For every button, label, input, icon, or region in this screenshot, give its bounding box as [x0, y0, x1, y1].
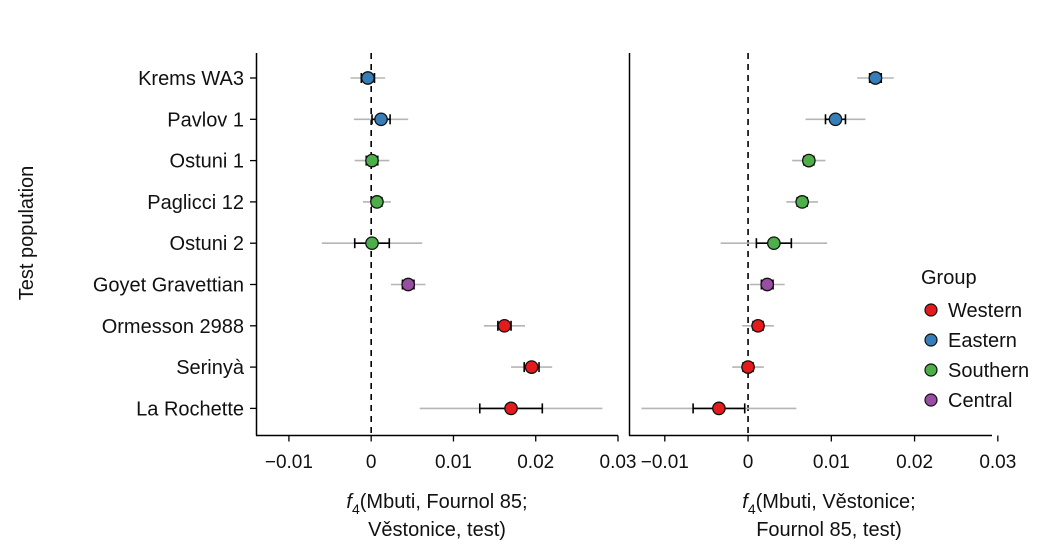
- right-panel-x-tick-label: 0.02: [896, 452, 933, 473]
- category-label: Pavlov 1: [167, 109, 244, 131]
- right-panel-point-group: [742, 318, 774, 333]
- right-panel-x-tick-label: 0: [743, 452, 754, 473]
- right-panel-point-group: [732, 360, 764, 374]
- legend-marker: [924, 363, 938, 377]
- legend: Group Western Eastern Southern Central: [921, 267, 1029, 412]
- category-label: La Rochette: [136, 398, 244, 420]
- right-panel-point-group: [786, 195, 818, 209]
- left-panel-x-axis-title-line2: Věstonice, test): [368, 519, 506, 541]
- left-panel-point-group: [483, 318, 526, 333]
- left-panel-point: [365, 236, 379, 251]
- legend-item-western: Western: [924, 300, 1022, 322]
- right-panel-point-group: [857, 71, 894, 85]
- category-label: Goyet Gravettian: [93, 275, 244, 297]
- right-panel-point: [828, 112, 843, 127]
- left-panel-point-group: [354, 153, 390, 168]
- right-panel-x-tick-label: 0.03: [979, 452, 1016, 473]
- legend-marker: [924, 333, 938, 347]
- legend-label: Eastern: [948, 330, 1017, 352]
- legend-label: Central: [948, 390, 1012, 412]
- right-panel-x-tick-labels: −0.01 0 0.01 0.02 0.03: [641, 452, 1017, 473]
- right-panel-point: [712, 401, 726, 416]
- left-panel-point: [497, 318, 512, 333]
- right-panel-x-title-line1: (Mbuti, Věstonice;: [756, 491, 916, 513]
- left-panel-point-group: [350, 71, 386, 85]
- right-panel-point: [801, 153, 816, 168]
- right-panel-point-group: [720, 236, 828, 251]
- legend-marker: [924, 303, 938, 317]
- left-panel-point-group: [419, 401, 603, 416]
- left-panel-x-title-line1: (Mbuti, Fournol 85;: [360, 491, 528, 513]
- category-label: Ostuni 1: [170, 151, 244, 173]
- right-panel-point-group: [641, 401, 797, 416]
- right-panel-point: [868, 71, 883, 85]
- legend-label: Western: [948, 300, 1022, 322]
- left-panel-point-group: [321, 236, 423, 251]
- legend-item-central: Central: [924, 390, 1012, 412]
- legend-marker: [924, 393, 938, 407]
- left-panel-point-group: [390, 277, 426, 292]
- left-panel-point-group: [511, 360, 553, 374]
- left-panel-x-tick-label: 0.03: [600, 452, 637, 473]
- left-panel-point: [504, 401, 518, 416]
- category-labels: Krems WA3 Pavlov 1 Ostuni 1 Paglicci 12 …: [93, 68, 245, 420]
- category-label: Ostuni 2: [170, 233, 244, 255]
- left-panel-x-title-sub: 4: [352, 501, 360, 517]
- right-panel-x-tick-label: −0.01: [641, 452, 689, 473]
- left-panel-x-tick-label: 0.01: [435, 452, 472, 473]
- category-label: Krems WA3: [138, 68, 244, 90]
- legend-item-southern: Southern: [924, 360, 1029, 382]
- right-panel-point: [760, 277, 775, 292]
- left-panel-point: [365, 153, 379, 168]
- left-panel-x-tick-label: 0: [366, 452, 377, 473]
- right-panel-point-group: [792, 153, 826, 168]
- right-panel-point: [795, 195, 810, 209]
- legend-title: Group: [921, 267, 977, 289]
- left-panel-x-axis-title: f4(Mbuti, Fournol 85;: [346, 491, 527, 517]
- right-panel-point: [741, 360, 755, 374]
- left-panel-x-title-f: f: [346, 491, 354, 513]
- right-panel-point-group: [805, 112, 866, 127]
- category-label: Ormesson 2988: [102, 316, 244, 338]
- left-panel: −0.01 0 0.01 0.02 0.03 f4(Mbuti, Fournol…: [250, 53, 636, 541]
- y-axis-title: Test population: [16, 166, 38, 301]
- right-panel-x-axis-title-line2: Fournol 85, test): [756, 519, 902, 541]
- left-panel-point-group: [362, 195, 391, 209]
- left-panel-point: [524, 360, 539, 374]
- legend-label: Southern: [948, 360, 1029, 382]
- right-panel-point: [767, 236, 781, 251]
- right-panel-point-group: [749, 277, 785, 292]
- right-panel-point: [751, 318, 765, 333]
- right-panel-x-axis-title: f4(Mbuti, Věstonice;: [742, 491, 915, 517]
- category-label: Paglicci 12: [147, 192, 244, 214]
- left-panel-x-tick-labels: −0.01 0 0.01 0.02 0.03: [265, 452, 637, 473]
- right-panel-x-title-sub: 4: [748, 501, 756, 517]
- left-panel-point: [374, 112, 388, 127]
- left-panel-point: [361, 71, 375, 85]
- left-panel-point: [401, 277, 416, 292]
- left-panel-x-tick-label: 0.02: [517, 452, 554, 473]
- left-panel-point-group: [353, 112, 409, 127]
- right-panel: −0.01 0 0.01 0.02 0.03 f4(Mbuti, Věstoni…: [628, 53, 1017, 541]
- right-panel-x-title-f: f: [742, 491, 750, 513]
- left-panel-point: [370, 195, 384, 209]
- legend-item-eastern: Eastern: [924, 330, 1017, 352]
- right-panel-x-tick-label: 0.01: [813, 452, 850, 473]
- left-panel-x-tick-label: −0.01: [265, 452, 313, 473]
- category-label: Serinyà: [176, 357, 245, 379]
